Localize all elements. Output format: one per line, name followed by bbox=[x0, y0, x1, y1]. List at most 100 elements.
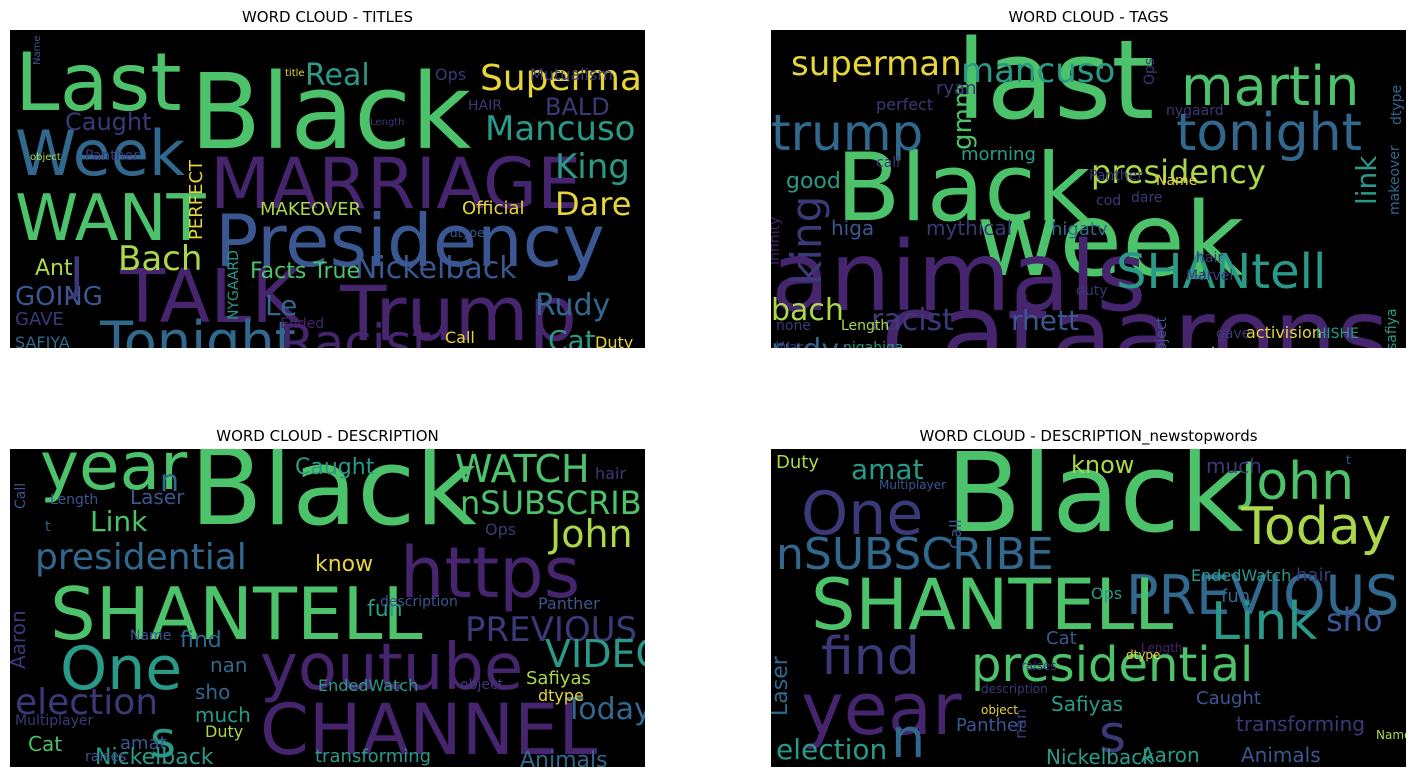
cloud-word: Name bbox=[1376, 728, 1406, 742]
cloud-word: Duty bbox=[205, 722, 243, 741]
cloud-word: call bbox=[876, 155, 900, 171]
cloud-word: mythical bbox=[926, 216, 1012, 240]
cloud-word: Name bbox=[130, 628, 171, 644]
cloud-word: Aaron bbox=[1141, 743, 1200, 767]
cloud-word: Call bbox=[13, 483, 29, 509]
cloud-word: s bbox=[150, 711, 176, 767]
cloud-word: amat bbox=[851, 453, 924, 486]
cloud-word: rhett bbox=[1011, 304, 1079, 337]
cloud-word: good bbox=[786, 169, 841, 194]
cloud-word: Call bbox=[946, 519, 965, 549]
cloud-word: amat bbox=[120, 733, 167, 754]
cloud-word: NYGAARD bbox=[226, 250, 242, 320]
cloud-word: transforming bbox=[1236, 712, 1365, 736]
cloud-word: Racist bbox=[280, 314, 431, 348]
cloud-word: Black bbox=[836, 134, 1091, 243]
cloud-word: hair bbox=[595, 464, 626, 483]
cloud-word: Duty bbox=[776, 452, 819, 473]
cloud-word: J bbox=[67, 247, 84, 301]
cloud-word: sho bbox=[1326, 601, 1383, 639]
cloud-word: racist bbox=[871, 303, 954, 338]
cloud-word: Safiyas bbox=[1051, 692, 1123, 716]
cloud-word: Laser bbox=[130, 485, 185, 509]
cloud-word: Today bbox=[1240, 497, 1391, 557]
cloud-word: Cat bbox=[1046, 628, 1077, 649]
cloud-word: One bbox=[60, 634, 182, 704]
cloud-word: WATCH bbox=[455, 449, 590, 491]
cloud-word: martin bbox=[1181, 55, 1359, 118]
cloud-word: Black bbox=[190, 51, 471, 173]
cloud-word: Panther bbox=[956, 715, 1026, 736]
cloud-word: find bbox=[180, 628, 222, 653]
cloud-word: John bbox=[1238, 452, 1354, 512]
cloud-word: SHANTELL bbox=[50, 572, 423, 656]
cloud-word: makeover bbox=[1387, 145, 1403, 215]
cloud-word: Caught bbox=[65, 108, 152, 136]
cloud-word: SHANTELL bbox=[811, 564, 1173, 646]
cloud-word: year bbox=[40, 449, 188, 505]
cloud-word: EndedWatch bbox=[318, 676, 418, 695]
cloud-word: King bbox=[555, 147, 630, 187]
cloud-word: GAVE bbox=[15, 309, 64, 330]
cloud-word: transforming bbox=[315, 746, 431, 767]
cloud-word: War bbox=[776, 340, 804, 348]
cloud-word: last bbox=[956, 30, 1154, 144]
cloud-word: BALD bbox=[545, 93, 610, 121]
cloud-word: perfect bbox=[876, 95, 933, 114]
cloud-word: Nickelback bbox=[355, 251, 517, 286]
cloud-word: Mancuso bbox=[485, 109, 635, 149]
cloud-word: VIDEO bbox=[545, 632, 645, 676]
word-cloud-titles: Black MARRIAGE Presidency Last Week WANT TALK T… bbox=[10, 30, 645, 348]
cloud-word: know bbox=[1071, 451, 1134, 479]
cloud-word: Le bbox=[265, 289, 297, 322]
cloud-word: trump bbox=[771, 104, 923, 162]
cloud-word: dare bbox=[1131, 190, 1163, 206]
cloud-word: CHANNEL bbox=[260, 689, 597, 767]
cloud-word: nSUBSCRIBE bbox=[776, 529, 1054, 580]
cloud-word: Bach bbox=[118, 239, 202, 279]
cloud-word: Animals bbox=[520, 748, 608, 767]
panel-title-description-newstopwords: WORD CLOUD - DESCRIPTION_newstopwords bbox=[919, 427, 1258, 445]
cloud-word: bach bbox=[771, 293, 844, 328]
cloud-word: activision bbox=[1246, 323, 1322, 342]
cloud-word: Length bbox=[50, 492, 98, 508]
cloud-word: Tonight bbox=[99, 310, 296, 348]
cloud-word: Panther bbox=[538, 594, 600, 613]
cloud-word: superman bbox=[791, 44, 962, 84]
cloud-word: Multiplayer bbox=[879, 478, 946, 492]
cloud-word: king bbox=[782, 196, 831, 285]
cloud-word: dtype bbox=[1126, 648, 1160, 662]
cloud-word: Name bbox=[32, 35, 43, 65]
cloud-word: tonight bbox=[1176, 103, 1362, 163]
cloud-word: description bbox=[380, 594, 458, 610]
cloud-word: Superman bbox=[480, 58, 645, 99]
cloud-word: PREVIOUS bbox=[465, 610, 637, 650]
cloud-word: s bbox=[1099, 705, 1126, 765]
cloud-word: Call bbox=[445, 328, 475, 347]
panel-title-description: WORD CLOUD - DESCRIPTION bbox=[216, 427, 439, 445]
cloud-word: nan bbox=[210, 653, 248, 677]
cloud-word: cat bbox=[881, 271, 1049, 348]
cloud-word: Official bbox=[462, 198, 525, 219]
cloud-word: GOING bbox=[15, 282, 103, 312]
cloud-word: WANT bbox=[15, 182, 206, 256]
cloud-word: Mutualism bbox=[530, 65, 613, 84]
cloud-word: rudy bbox=[771, 333, 839, 348]
cloud-word: election bbox=[15, 682, 158, 723]
cloud-word: gave bbox=[1216, 326, 1250, 342]
cloud-word: sho bbox=[195, 680, 230, 704]
cloud-word: Today bbox=[564, 692, 645, 727]
cloud-word: hair bbox=[1296, 565, 1331, 586]
cloud-word: Nickelback bbox=[95, 745, 214, 767]
cloud-word: week bbox=[976, 181, 1244, 300]
cloud-word: Panther bbox=[1089, 168, 1143, 184]
cloud-word: higatv bbox=[1051, 219, 1108, 240]
cloud-word: Ops bbox=[485, 520, 516, 539]
cloud-word: HISHE bbox=[1316, 326, 1359, 342]
cloud-word: Panther bbox=[85, 148, 139, 164]
cloud-word: year bbox=[801, 667, 962, 751]
cloud-word: Last bbox=[15, 36, 182, 129]
cloud-word: cod bbox=[1096, 193, 1121, 209]
cloud-word: Dare bbox=[555, 185, 631, 223]
cloud-word: gmm bbox=[948, 83, 978, 150]
